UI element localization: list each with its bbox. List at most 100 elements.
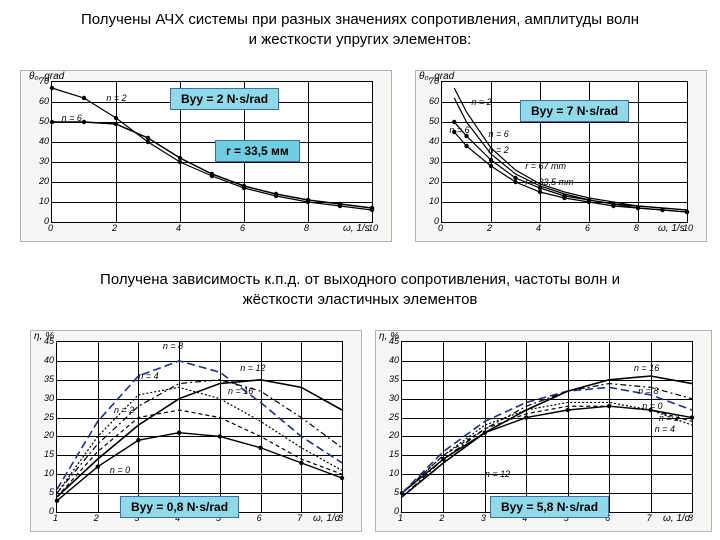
y-axis-title: θ₀, grad	[29, 71, 64, 82]
data-point	[114, 116, 118, 120]
data-point	[242, 186, 246, 190]
y-tick-label: 15	[44, 449, 54, 459]
chart-c2: n = 2n = 6n = 6n = 2r = 67 mmr = 33,5 mm…	[415, 70, 707, 242]
data-point	[146, 136, 150, 140]
series-annotation: n = 6	[62, 113, 82, 123]
series-annotation: n = 4	[655, 424, 675, 434]
data-point	[566, 408, 570, 412]
x-axis-title: ω, 1/s	[343, 223, 370, 234]
y-tick-label: 10	[389, 468, 399, 478]
x-tick-label: 4	[536, 223, 541, 233]
heading-top: Получены АЧХ системы при разных значения…	[80, 10, 640, 49]
series-annotation: n = 0	[642, 401, 662, 411]
series-annotation: n = 2	[659, 413, 679, 423]
data-point	[587, 200, 591, 204]
x-tick-label: 0	[48, 223, 53, 233]
data-point	[55, 498, 59, 502]
series-annotation: n = 4	[138, 371, 158, 381]
data-point	[177, 430, 181, 434]
series-annotation: r = 33,5 mm	[525, 177, 573, 187]
data-point	[489, 158, 493, 162]
y-tick-label: 50	[429, 116, 439, 126]
series-annotation: n = 12	[240, 363, 265, 373]
data-point	[136, 438, 140, 442]
badge-chart3: Byy = 0,8 N·s/rad	[120, 496, 239, 518]
x-tick-label: 7	[297, 513, 302, 523]
y-tick-label: 60	[429, 96, 439, 106]
series-line	[57, 380, 342, 497]
y-axis-title: η, %	[379, 331, 399, 342]
series-line	[52, 122, 372, 208]
data-point	[82, 96, 86, 100]
data-point	[611, 204, 615, 208]
x-axis-title: ω, 1/c	[313, 513, 340, 524]
series-annotation: n = 8	[163, 341, 183, 351]
data-point	[562, 196, 566, 200]
series-line	[454, 132, 687, 212]
series-annotation: n = 12	[485, 469, 510, 479]
plot-area: n = 16 n = 8 n = 0 n = 4n = 2 n = 12	[401, 341, 693, 513]
series-annotation: n = 16	[228, 386, 253, 396]
badge-chart1: Byy = 2 N·s/rad	[170, 88, 279, 110]
series-line	[57, 387, 342, 493]
series-annotation: r = 67 mm	[525, 161, 566, 171]
x-tick-label: 8	[634, 223, 639, 233]
y-tick-label: 60	[39, 96, 49, 106]
x-tick-label: 8	[304, 223, 309, 233]
data-point	[524, 415, 528, 419]
series-annotation: n = 0	[110, 465, 130, 475]
data-point	[464, 144, 468, 148]
data-point	[50, 120, 54, 124]
y-tick-label: 30	[429, 156, 439, 166]
x-tick-label: 2	[439, 513, 444, 523]
series-annotation: n = 16	[634, 363, 659, 373]
data-point	[274, 194, 278, 198]
y-tick-label: 40	[429, 136, 439, 146]
y-axis-title: η, %	[34, 331, 54, 342]
series-annotation: n = 2	[114, 405, 134, 415]
data-point	[218, 434, 222, 438]
data-point	[210, 174, 214, 178]
x-tick-label: 0	[438, 223, 443, 233]
data-point	[146, 140, 150, 144]
y-axis-title: θ₀, grad	[419, 71, 454, 82]
series-annotation: n = 6	[449, 125, 469, 135]
x-tick-label: 4	[176, 223, 181, 233]
y-tick-label: 50	[39, 116, 49, 126]
series-line	[57, 361, 342, 489]
y-tick-label: 30	[44, 393, 54, 403]
y-tick-label: 5	[49, 487, 54, 497]
x-axis-title: ω, 1/c	[663, 513, 690, 524]
data-point	[306, 200, 310, 204]
y-tick-label: 35	[389, 374, 399, 384]
badge-chart4: Byy = 5,8 N·s/rad	[490, 496, 609, 518]
x-tick-label: 1	[398, 513, 403, 523]
data-point	[258, 446, 262, 450]
data-point	[340, 476, 344, 480]
data-point	[370, 208, 374, 212]
y-tick-label: 20	[429, 176, 439, 186]
data-point	[178, 160, 182, 164]
x-tick-label: 6	[257, 513, 262, 523]
y-tick-label: 20	[389, 430, 399, 440]
y-tick-label: 40	[389, 355, 399, 365]
series-annotation: n = 6	[489, 129, 509, 139]
y-tick-label: 10	[429, 196, 439, 206]
data-point	[513, 180, 517, 184]
series-annotation: n = 8	[638, 386, 658, 396]
x-tick-label: 3	[481, 513, 486, 523]
data-point	[338, 204, 342, 208]
data-point	[452, 120, 456, 124]
series-line	[57, 410, 342, 497]
data-point	[114, 122, 118, 126]
data-point	[636, 206, 640, 210]
data-point	[50, 86, 54, 90]
y-tick-label: 30	[389, 393, 399, 403]
x-axis-title: ω, 1/s	[658, 223, 685, 234]
x-tick-label: 7	[647, 513, 652, 523]
series-line	[402, 402, 692, 493]
data-point	[538, 190, 542, 194]
data-point	[299, 461, 303, 465]
y-tick-label: 25	[389, 412, 399, 422]
badge-chart2: Byy = 7 N·s/rad	[520, 100, 629, 122]
